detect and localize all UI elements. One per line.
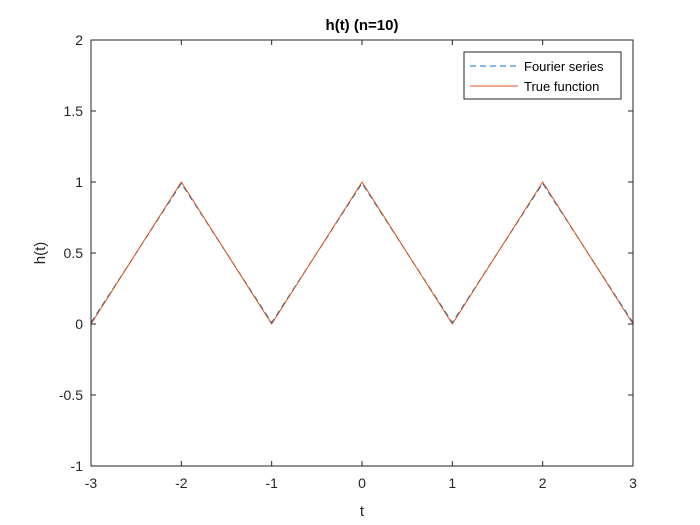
legend: Fourier series True function <box>463 51 622 100</box>
series-layer <box>90 181 634 325</box>
y-tick-label: 1 <box>75 174 83 190</box>
y-tick-label: -1 <box>71 458 84 474</box>
plot-area <box>91 40 633 466</box>
x-tick-label: 1 <box>448 475 456 491</box>
x-tick-label: -1 <box>265 475 278 491</box>
x-tick-label: -3 <box>85 475 98 491</box>
x-tick-label: 0 <box>358 475 366 491</box>
ticks-layer: -3 -2 -1 0 1 2 3 -1 -0.5 0 0.5 1 1.5 2 <box>59 32 637 491</box>
chart-title: h(t) (n=10) <box>326 17 399 34</box>
x-tick-label: 3 <box>629 475 637 491</box>
series-line-true-function <box>90 181 634 325</box>
series-line-fourier-series <box>90 182 634 324</box>
y-tick-label: 1.5 <box>64 103 84 119</box>
legend-label-fourier-series: Fourier series <box>524 59 604 74</box>
x-axis-label: t <box>360 503 365 520</box>
y-tick-label: 0 <box>75 316 83 332</box>
y-tick-label: 2 <box>75 32 83 48</box>
x-tick-label: 2 <box>539 475 547 491</box>
legend-box <box>463 51 622 100</box>
y-tick-label: 0.5 <box>64 245 84 261</box>
y-axis-label: h(t) <box>32 242 49 265</box>
x-tick-label: -2 <box>175 475 188 491</box>
legend-label-true-function: True function <box>524 79 599 94</box>
y-tick-label: -0.5 <box>59 387 83 403</box>
